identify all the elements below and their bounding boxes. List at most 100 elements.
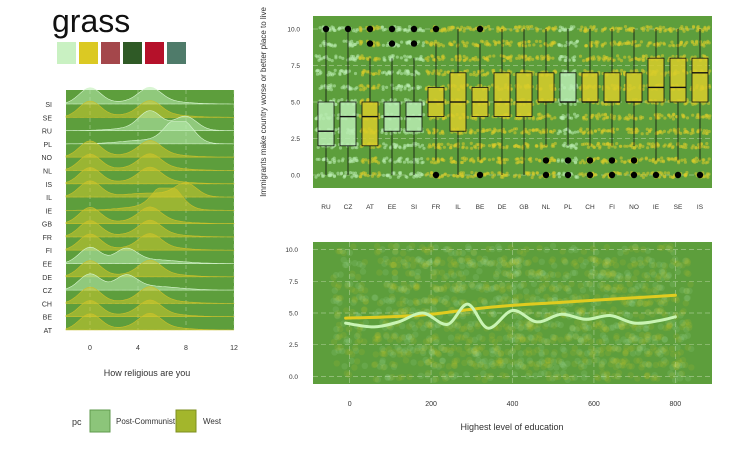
- jitter-point: [462, 58, 466, 62]
- scatter-point: [528, 269, 535, 276]
- jitter-point: [535, 29, 539, 33]
- ridge-fr: [65, 219, 235, 238]
- scatter-grid: [313, 242, 712, 384]
- jitter-point: [385, 71, 389, 75]
- jitter-point: [413, 73, 417, 77]
- scatter-point: [461, 334, 469, 341]
- scatter-point: [632, 311, 639, 318]
- scatter-point: [619, 259, 626, 266]
- scatter-point: [551, 262, 558, 269]
- scatter-point: [415, 322, 422, 329]
- jitter-point: [449, 28, 453, 32]
- scatter-point: [520, 281, 528, 288]
- scatter-point: [458, 334, 465, 341]
- jitter-point: [338, 69, 342, 73]
- jitter-point: [472, 28, 476, 32]
- jitter-point: [462, 54, 466, 59]
- scatter-point: [406, 373, 413, 381]
- jitter-point: [410, 72, 414, 77]
- jitter-point: [375, 27, 379, 31]
- scatter-point: [573, 262, 580, 270]
- jitter-point: [430, 29, 434, 33]
- jitter-point: [352, 159, 356, 163]
- jitter-point: [353, 171, 358, 175]
- scatter-point: [659, 269, 666, 276]
- jitter-point: [620, 68, 624, 73]
- jitter-point: [607, 145, 611, 149]
- jitter-point: [430, 54, 434, 58]
- scatter-x-tick-labels: 0 200 400 600 800: [348, 401, 682, 408]
- jitter-point: [355, 146, 359, 150]
- jitter-point: [363, 173, 368, 177]
- jitter-point: [532, 172, 536, 176]
- jitter-point: [416, 173, 420, 177]
- jitter-point: [518, 25, 522, 29]
- jitter-point: [463, 69, 467, 73]
- jitter-point: [675, 115, 679, 119]
- ridgeline-y-tick-fr: FR: [43, 235, 52, 242]
- jitter-point: [488, 128, 492, 132]
- jitter-point: [581, 174, 585, 178]
- scatter-point: [343, 307, 350, 314]
- scatter-point: [557, 282, 564, 289]
- jitter-point: [542, 130, 546, 134]
- jitter-point: [399, 117, 403, 121]
- jitter-point: [370, 174, 375, 178]
- jitter-point: [644, 54, 648, 58]
- jitter-point: [484, 172, 488, 176]
- boxplot-x-tick-fi: FI: [609, 204, 615, 211]
- scatter-point: [405, 270, 412, 277]
- box-outlier: [586, 157, 594, 164]
- boxplot-x-tick-is: IS: [697, 204, 704, 211]
- jitter-point: [589, 44, 593, 48]
- scatter-point: [568, 280, 575, 288]
- jitter-point: [421, 160, 425, 164]
- scatter-point: [599, 326, 606, 333]
- jitter-point: [359, 88, 363, 92]
- scatter-point: [452, 299, 459, 306]
- jitter-point: [488, 54, 492, 58]
- jitter-point: [351, 55, 356, 59]
- scatter-point: [463, 371, 470, 378]
- scatter-point: [493, 284, 501, 291]
- scatter-point: [684, 375, 692, 382]
- scatter-point: [457, 286, 464, 293]
- scatter-point: [399, 334, 406, 341]
- jitter-point: [611, 27, 615, 31]
- jitter-point: [631, 28, 636, 32]
- jitter-point: [683, 127, 687, 131]
- jitter-point: [339, 171, 344, 175]
- scatter-point: [541, 370, 548, 377]
- jitter-point: [513, 131, 517, 135]
- scatter-point: [651, 286, 658, 294]
- jitter-point: [663, 116, 667, 120]
- jitter-point: [431, 157, 435, 161]
- jitter-point: [376, 86, 380, 90]
- scatter-point: [374, 243, 381, 250]
- jitter-point: [614, 26, 619, 30]
- scatter-point: [615, 369, 623, 377]
- jitter-point: [557, 172, 561, 176]
- ridgeline-y-tick-at: AT: [44, 328, 53, 335]
- ridgeline-x-tick: 0: [88, 345, 92, 352]
- scatter-point: [593, 349, 600, 357]
- jitter-point: [583, 69, 587, 73]
- jitter-point: [649, 116, 653, 121]
- scatter-point: [371, 294, 378, 301]
- jitter-point: [563, 28, 568, 32]
- jitter-point: [624, 28, 629, 32]
- jitter-point: [601, 113, 605, 117]
- scatter-point: [477, 346, 484, 353]
- jitter-point: [487, 24, 491, 29]
- palette-swatch-6: [167, 42, 186, 64]
- jitter-point: [397, 84, 401, 88]
- scatter-point: [584, 334, 591, 341]
- jitter-point: [516, 160, 520, 165]
- jitter-point: [469, 141, 473, 145]
- jitter-point: [646, 171, 650, 175]
- jitter-point: [573, 102, 577, 106]
- scatter-point: [474, 374, 482, 381]
- scatter-point: [576, 308, 584, 315]
- jitter-point: [426, 157, 430, 161]
- jitter-point: [641, 175, 646, 179]
